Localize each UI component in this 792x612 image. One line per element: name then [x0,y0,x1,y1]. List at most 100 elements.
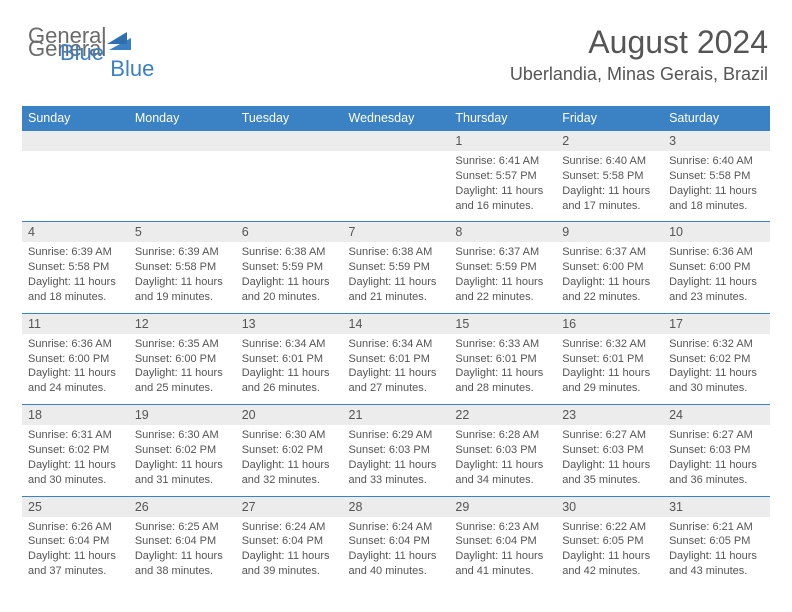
daylight-line: Daylight: 11 hours and 39 minutes. [242,549,337,579]
day-number-cell: 6 [236,222,343,243]
day-number-cell: 19 [129,405,236,426]
sunrise-line: Sunrise: 6:41 AM [455,154,550,169]
sunset-line: Sunset: 6:02 PM [135,443,230,458]
day-detail-cell: Sunrise: 6:38 AMSunset: 5:59 PMDaylight:… [236,242,343,313]
day-detail-cell: Sunrise: 6:41 AMSunset: 5:57 PMDaylight:… [449,151,556,222]
daylight-line: Daylight: 11 hours and 18 minutes. [669,184,764,214]
sunset-line: Sunset: 6:01 PM [349,352,444,367]
sunset-line: Sunset: 6:04 PM [455,534,550,549]
sunrise-line: Sunrise: 6:22 AM [562,520,657,535]
brand-logo-stack: General Blue [28,26,127,64]
sunset-line: Sunset: 6:04 PM [242,534,337,549]
calendar-daynum-row: 123 [22,131,770,152]
day-detail-cell: Sunrise: 6:24 AMSunset: 6:04 PMDaylight:… [343,517,450,587]
sunrise-line: Sunrise: 6:38 AM [349,245,444,260]
day-detail-cell [22,151,129,222]
sunrise-line: Sunrise: 6:30 AM [135,428,230,443]
sunrise-line: Sunrise: 6:37 AM [455,245,550,260]
daylight-line: Daylight: 11 hours and 21 minutes. [349,275,444,305]
sunrise-line: Sunrise: 6:30 AM [242,428,337,443]
weekday-header: Saturday [663,106,770,131]
sunset-line: Sunset: 5:58 PM [28,260,123,275]
sunrise-line: Sunrise: 6:40 AM [562,154,657,169]
day-number-cell: 11 [22,313,129,334]
day-number-cell: 29 [449,496,556,517]
day-detail-cell [129,151,236,222]
day-number-cell: 20 [236,405,343,426]
sunrise-line: Sunrise: 6:25 AM [135,520,230,535]
calendar-daynum-row: 18192021222324 [22,405,770,426]
daylight-line: Daylight: 11 hours and 22 minutes. [455,275,550,305]
day-number-cell [129,131,236,152]
daylight-line: Daylight: 11 hours and 30 minutes. [28,458,123,488]
day-number-cell: 14 [343,313,450,334]
calendar-detail-row: Sunrise: 6:26 AMSunset: 6:04 PMDaylight:… [22,517,770,587]
day-number-cell: 31 [663,496,770,517]
sunrise-line: Sunrise: 6:40 AM [669,154,764,169]
day-number-cell [236,131,343,152]
sunrise-line: Sunrise: 6:39 AM [28,245,123,260]
sunset-line: Sunset: 5:59 PM [242,260,337,275]
day-number-cell: 27 [236,496,343,517]
day-number-cell: 7 [343,222,450,243]
day-number-cell: 13 [236,313,343,334]
sunrise-line: Sunrise: 6:38 AM [242,245,337,260]
daylight-line: Daylight: 11 hours and 26 minutes. [242,366,337,396]
daylight-line: Daylight: 11 hours and 37 minutes. [28,549,123,579]
day-number-cell: 10 [663,222,770,243]
day-detail-cell: Sunrise: 6:32 AMSunset: 6:01 PMDaylight:… [556,334,663,405]
day-detail-cell: Sunrise: 6:27 AMSunset: 6:03 PMDaylight:… [663,425,770,496]
day-number-cell: 21 [343,405,450,426]
weekday-header: Tuesday [236,106,343,131]
day-detail-cell: Sunrise: 6:33 AMSunset: 6:01 PMDaylight:… [449,334,556,405]
daylight-line: Daylight: 11 hours and 40 minutes. [349,549,444,579]
day-detail-cell: Sunrise: 6:40 AMSunset: 5:58 PMDaylight:… [663,151,770,222]
day-detail-cell: Sunrise: 6:37 AMSunset: 6:00 PMDaylight:… [556,242,663,313]
daylight-line: Daylight: 11 hours and 33 minutes. [349,458,444,488]
sunrise-line: Sunrise: 6:28 AM [455,428,550,443]
daylight-line: Daylight: 11 hours and 43 minutes. [669,549,764,579]
weekday-header: Wednesday [343,106,450,131]
day-detail-cell: Sunrise: 6:39 AMSunset: 5:58 PMDaylight:… [22,242,129,313]
sunrise-line: Sunrise: 6:33 AM [455,337,550,352]
sunrise-line: Sunrise: 6:39 AM [135,245,230,260]
day-number-cell [22,131,129,152]
day-detail-cell [343,151,450,222]
day-detail-cell: Sunrise: 6:36 AMSunset: 6:00 PMDaylight:… [663,242,770,313]
day-number-cell: 4 [22,222,129,243]
day-number-cell: 30 [556,496,663,517]
sunset-line: Sunset: 5:58 PM [669,169,764,184]
daylight-line: Daylight: 11 hours and 42 minutes. [562,549,657,579]
daylight-line: Daylight: 11 hours and 35 minutes. [562,458,657,488]
daylight-line: Daylight: 11 hours and 34 minutes. [455,458,550,488]
sunrise-line: Sunrise: 6:29 AM [349,428,444,443]
day-detail-cell: Sunrise: 6:32 AMSunset: 6:02 PMDaylight:… [663,334,770,405]
sunset-line: Sunset: 5:59 PM [349,260,444,275]
sunrise-line: Sunrise: 6:26 AM [28,520,123,535]
day-detail-cell: Sunrise: 6:22 AMSunset: 6:05 PMDaylight:… [556,517,663,587]
day-number-cell: 8 [449,222,556,243]
sunset-line: Sunset: 5:58 PM [135,260,230,275]
daylight-line: Daylight: 11 hours and 24 minutes. [28,366,123,396]
day-detail-cell: Sunrise: 6:34 AMSunset: 6:01 PMDaylight:… [343,334,450,405]
calendar-detail-row: Sunrise: 6:39 AMSunset: 5:58 PMDaylight:… [22,242,770,313]
daylight-line: Daylight: 11 hours and 17 minutes. [562,184,657,214]
sunset-line: Sunset: 6:00 PM [28,352,123,367]
page-title: August 2024 [588,24,768,61]
calendar-daynum-row: 45678910 [22,222,770,243]
day-number-cell: 22 [449,405,556,426]
sunrise-line: Sunrise: 6:31 AM [28,428,123,443]
weekday-header: Thursday [449,106,556,131]
day-detail-cell: Sunrise: 6:30 AMSunset: 6:02 PMDaylight:… [129,425,236,496]
sunset-line: Sunset: 6:04 PM [135,534,230,549]
day-detail-cell: Sunrise: 6:26 AMSunset: 6:04 PMDaylight:… [22,517,129,587]
sunset-line: Sunset: 6:04 PM [349,534,444,549]
daylight-line: Daylight: 11 hours and 41 minutes. [455,549,550,579]
brand-blue: Blue [60,43,127,64]
day-number-cell: 16 [556,313,663,334]
sunrise-line: Sunrise: 6:24 AM [242,520,337,535]
daylight-line: Daylight: 11 hours and 20 minutes. [242,275,337,305]
sunset-line: Sunset: 5:58 PM [562,169,657,184]
calendar-table: Sunday Monday Tuesday Wednesday Thursday… [22,106,770,587]
weekday-header-row: Sunday Monday Tuesday Wednesday Thursday… [22,106,770,131]
